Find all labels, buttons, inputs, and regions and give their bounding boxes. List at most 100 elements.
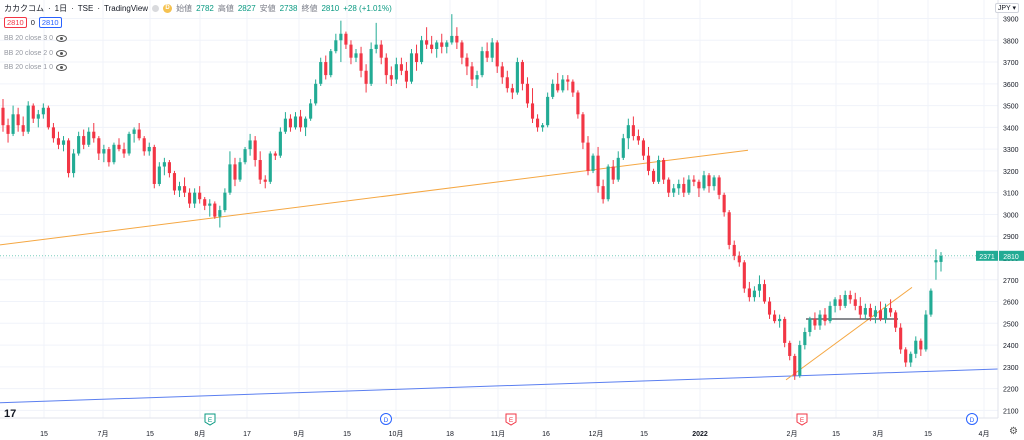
x-tick-label: 7月 (98, 430, 109, 438)
candle (601, 186, 605, 200)
candle (102, 149, 106, 154)
indicator-bb-2[interactable]: BB 20 close 2 0 (4, 50, 68, 57)
candle (404, 70, 409, 82)
candle (344, 33, 348, 45)
currency-selector[interactable]: JPY ▾ (994, 3, 1019, 13)
candle (137, 129, 141, 139)
x-tick-label: 10月 (389, 430, 404, 438)
candle (41, 107, 45, 115)
candle (334, 40, 338, 52)
candle (394, 64, 398, 80)
candle (495, 42, 499, 67)
symbol-name[interactable]: カカクコム (4, 4, 44, 13)
y-tick-label: 3900 (1003, 17, 1019, 24)
candle (450, 35, 454, 43)
x-tick-label: 15 (832, 431, 840, 438)
candle (26, 105, 30, 132)
candle (899, 327, 903, 350)
sell-price-button[interactable]: 2810 (4, 17, 27, 28)
candle (717, 177, 721, 195)
candle (873, 310, 878, 317)
time-axis[interactable]: 15 7月 15 8月 17 9月 15 10月 18 11月 16 12月 15 2022 2月 15 3月 1… (0, 417, 998, 438)
candle (692, 179, 696, 182)
y-tick-label: 3700 (1003, 60, 1019, 67)
eye-icon[interactable] (56, 64, 68, 71)
current-price-label-bg (999, 250, 1024, 261)
high-value: 2827 (237, 4, 256, 13)
candle (853, 299, 857, 306)
candle (420, 40, 424, 63)
candle (551, 83, 555, 97)
x-tick-label: 11月 (491, 430, 505, 438)
y-tick-label: 2300 (1003, 365, 1019, 372)
x-tick-label: 15 (640, 431, 648, 438)
price-axis[interactable]: 2100220023002400250026002700280029003000… (976, 0, 1024, 418)
candle (762, 284, 767, 302)
eye-icon[interactable] (56, 35, 68, 42)
candle (223, 192, 227, 211)
candle (203, 199, 207, 206)
gear-icon[interactable]: ⚙ (1009, 426, 1018, 437)
candle (263, 179, 267, 182)
candle (253, 140, 257, 161)
buy-price-button[interactable]: 2810 (38, 17, 62, 28)
candle (384, 57, 388, 76)
candle (909, 353, 913, 363)
tradingview-logo-icon[interactable]: 17 (4, 408, 17, 420)
candle (808, 318, 812, 333)
candle (283, 118, 287, 132)
candle (657, 160, 661, 182)
candle (72, 153, 76, 174)
candle (208, 203, 212, 206)
orange-trendline (0, 149, 749, 246)
close-value: 2810 (321, 4, 340, 13)
candle (1, 107, 5, 126)
candle (833, 299, 837, 306)
eye-icon[interactable] (56, 50, 68, 57)
candle (51, 127, 55, 139)
x-tick-label: 9月 (294, 430, 305, 438)
candles (1, 14, 943, 380)
candle (430, 44, 434, 49)
y-tick-label: 2900 (1003, 234, 1019, 241)
exchange-label: TSE (77, 4, 94, 13)
low-label: 安値 (259, 4, 276, 13)
candle (586, 142, 590, 171)
interval-label[interactable]: 1日 (54, 4, 68, 13)
candle (379, 44, 383, 58)
candle (193, 192, 197, 204)
indicator-bb-3[interactable]: BB 20 close 3 0 (4, 35, 68, 42)
indicator-label: BB 20 close 3 0 (4, 35, 54, 42)
open-label: 始値 (176, 4, 193, 13)
candle (339, 33, 343, 41)
candle (258, 160, 262, 180)
y-tick-label: 2700 (1003, 278, 1019, 285)
candle (924, 314, 928, 350)
candle (112, 144, 116, 163)
y-tick-label: 2400 (1003, 343, 1019, 350)
candle (107, 149, 111, 163)
candle (828, 305, 832, 322)
candle (576, 92, 580, 115)
candle (773, 314, 777, 322)
candle (490, 42, 494, 58)
candle (616, 157, 620, 180)
last-price-label-bg (976, 250, 998, 261)
y-tick-label: 2100 (1003, 408, 1019, 415)
candle (414, 53, 419, 63)
candle (571, 81, 575, 93)
candle (349, 44, 353, 58)
candle (66, 140, 71, 174)
candle (919, 340, 923, 350)
dividend-marker-icon (380, 413, 392, 425)
candle (848, 294, 852, 300)
candle (510, 88, 514, 93)
indicator-bb-1[interactable]: BB 20 close 1 0 (4, 64, 68, 71)
candle (868, 308, 872, 317)
candle (636, 136, 640, 141)
candle (803, 332, 807, 346)
indicator-label: BB 20 close 1 0 (4, 64, 54, 71)
candle (662, 160, 666, 180)
